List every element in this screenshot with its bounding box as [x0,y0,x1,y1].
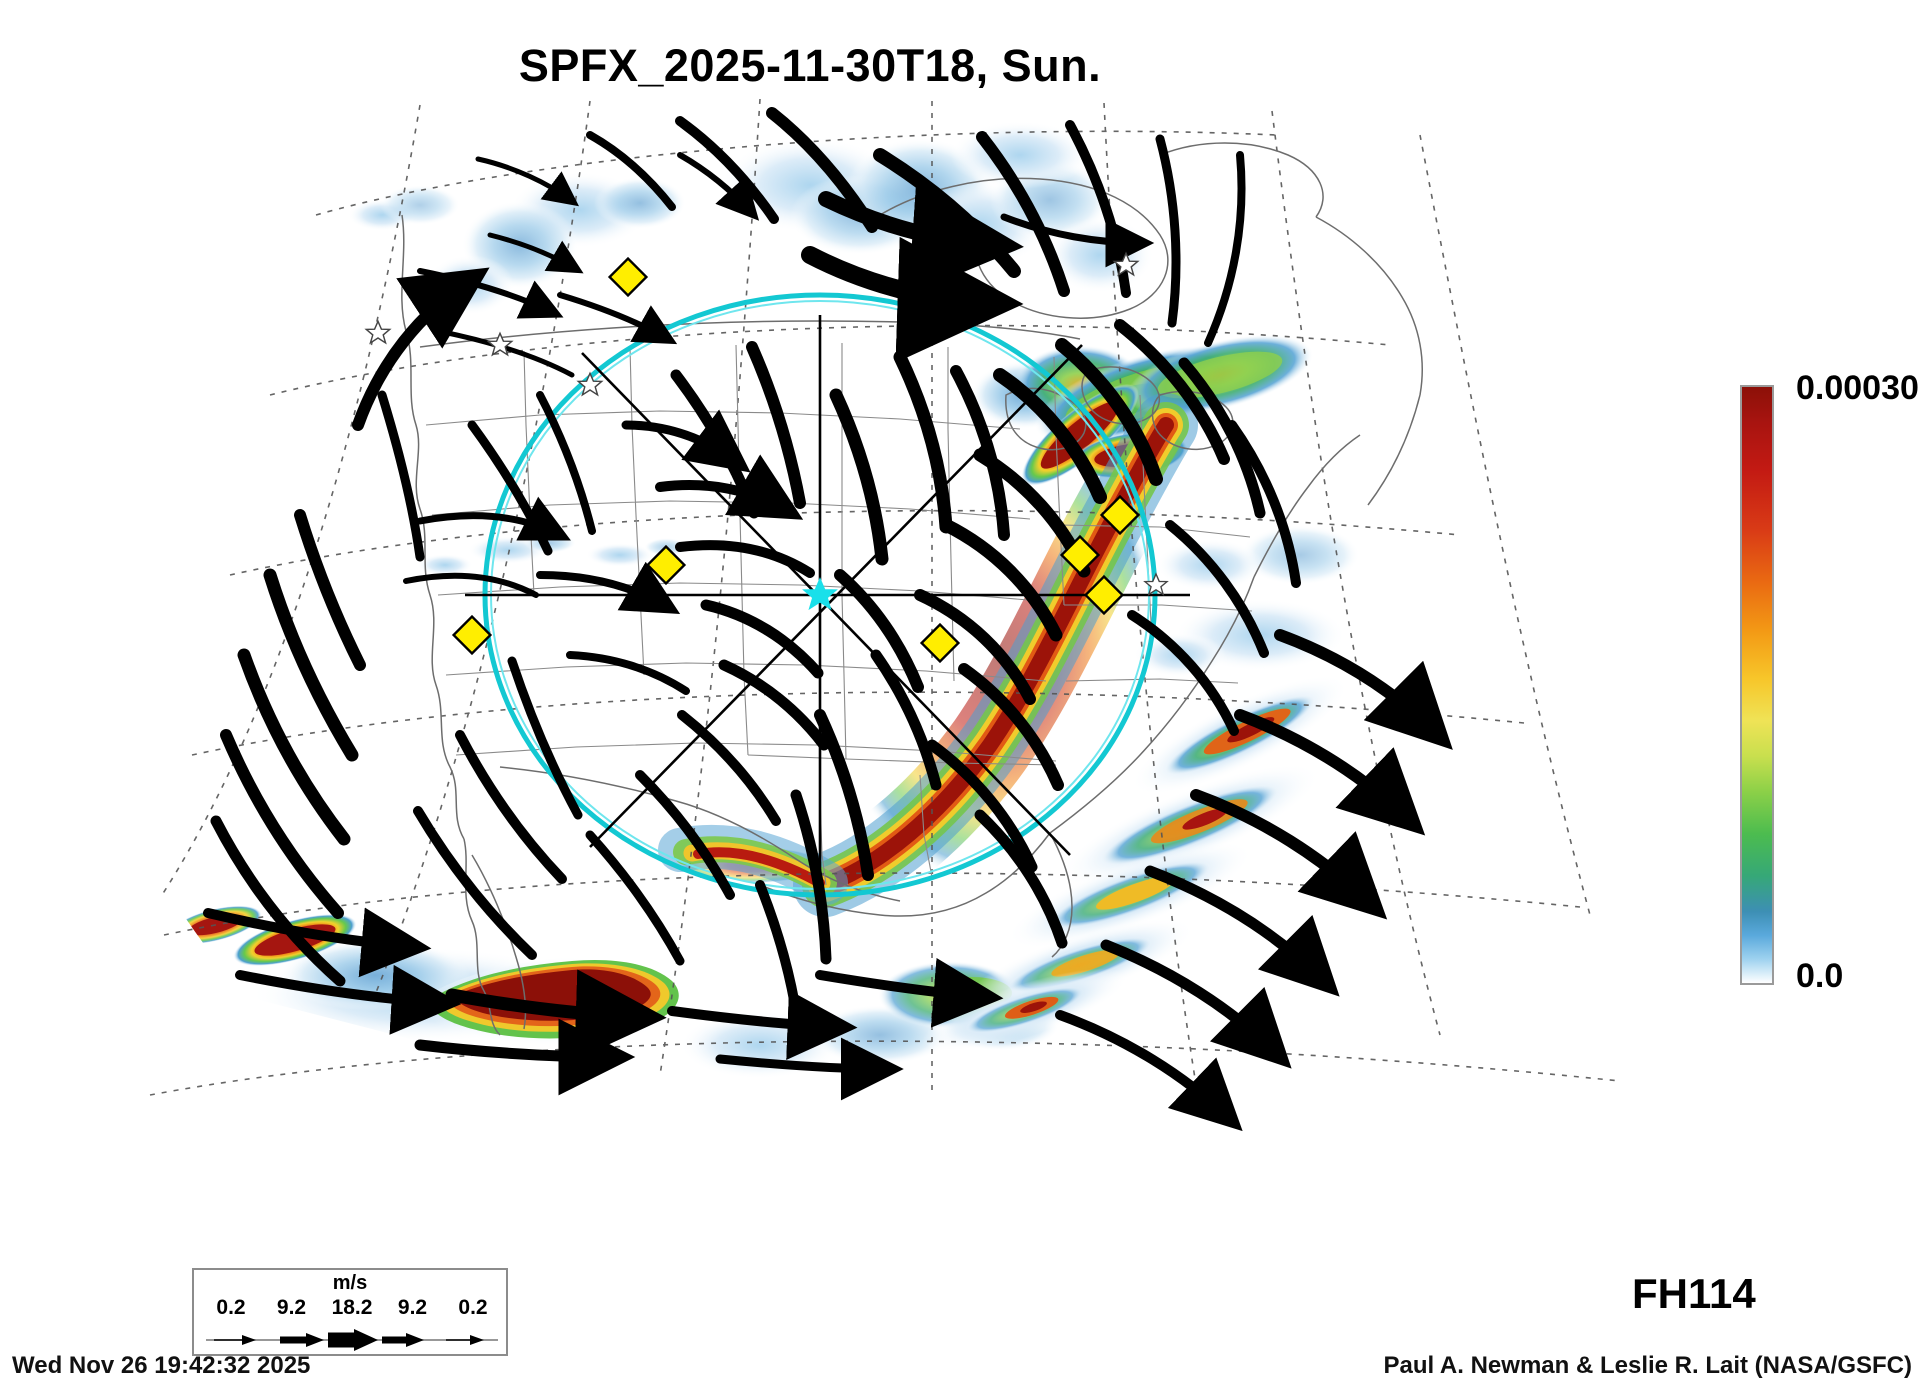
star-marker [1143,572,1169,596]
star-marker [576,371,604,397]
timestamp-label: Wed Nov 26 19:42:32 2025 [12,1352,311,1379]
state-borders [425,343,1253,886]
wind-speed-legend: m/s 0.2 9.2 18.2 9.2 0.2 [192,1268,508,1356]
credit-label: Paul A. Newman & Leslie R. Lait (NASA/GS… [1383,1352,1912,1379]
colorbar-gradient [1740,385,1774,985]
map-panel[interactable] [120,95,1680,1255]
star-marker [364,319,392,345]
wind-value-2: 18.2 [331,1296,373,1319]
diamond-marker [645,544,687,586]
wind-value-4: 0.2 [458,1296,488,1319]
colorbar: 0.00030 0.0 [1740,369,1926,995]
diamond-marker [1059,534,1101,576]
wind-value-0: 0.2 [216,1296,246,1319]
wind-legend-values: 0.2 9.2 18.2 9.2 0.2 [202,1296,502,1320]
station-diamonds[interactable] [451,256,1141,664]
center-star-icon[interactable] [802,577,838,611]
wind-legend-unit: m/s [332,1272,368,1294]
diamond-marker [919,622,961,664]
diamond-marker [607,256,649,298]
wind-value-3: 9.2 [397,1296,428,1319]
diamond-marker [1099,494,1141,536]
colorbar-max-label: 0.00030 [1796,369,1919,407]
diamond-marker [1083,574,1125,616]
page-title: SPFX_2025-11-30T18, Sun. [518,40,1102,91]
forecast-hour-label: FH114 [1632,1270,1756,1317]
station-stars[interactable] [364,251,1169,596]
map-canvas[interactable] [120,95,1680,1255]
star-marker [1112,251,1140,277]
wind-value-1: 9.2 [276,1296,307,1319]
star-marker [486,331,514,357]
wind-legend-arrows [206,1329,498,1351]
streamlines [203,107,1453,1132]
colorbar-min-label: 0.0 [1796,957,1844,995]
diamond-marker [451,614,493,656]
